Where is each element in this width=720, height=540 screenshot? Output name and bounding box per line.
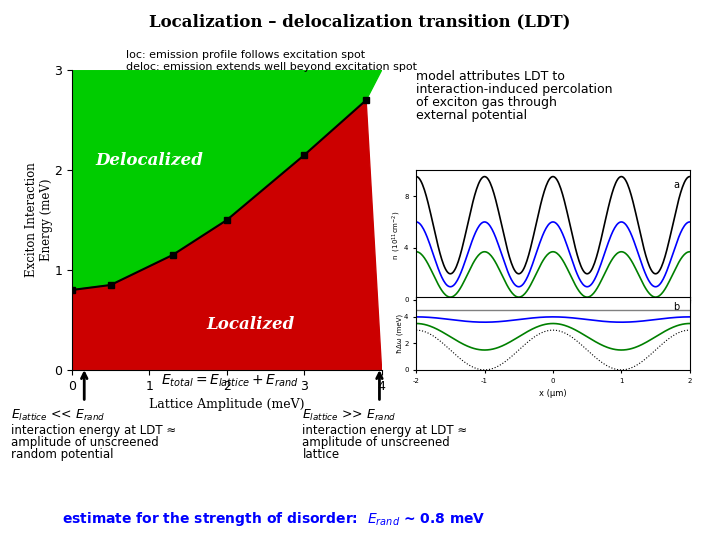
Text: interaction energy at LDT ≈: interaction energy at LDT ≈: [302, 424, 468, 437]
Text: random potential: random potential: [11, 448, 113, 461]
Text: Localization – delocalization transition (LDT): Localization – delocalization transition…: [149, 14, 571, 30]
Text: lattice: lattice: [302, 448, 340, 461]
Text: amplitude of unscreened: amplitude of unscreened: [11, 436, 158, 449]
Text: b: b: [673, 302, 680, 312]
Y-axis label: n  (10$^{11}$cm$^{-2}$): n (10$^{11}$cm$^{-2}$): [390, 210, 402, 260]
Text: deloc: emission extends well beyond excitation spot: deloc: emission extends well beyond exci…: [126, 62, 417, 72]
Text: interaction-induced percolation: interaction-induced percolation: [416, 83, 613, 96]
Text: estimate for the strength of disorder:  $\mathit{E}_{rand}$ ~ 0.8 meV: estimate for the strength of disorder: $…: [62, 510, 485, 528]
Polygon shape: [72, 70, 382, 290]
Polygon shape: [72, 100, 382, 370]
Text: external potential: external potential: [416, 109, 527, 122]
Text: $\mathit{E}_{lattice}$ >> $\mathit{E}_{rand}$: $\mathit{E}_{lattice}$ >> $\mathit{E}_{r…: [302, 408, 397, 423]
X-axis label: Lattice Amplitude (meV): Lattice Amplitude (meV): [149, 398, 305, 411]
Text: amplitude of unscreened: amplitude of unscreened: [302, 436, 450, 449]
Text: Localized: Localized: [206, 316, 294, 333]
Text: interaction energy at LDT ≈: interaction energy at LDT ≈: [11, 424, 176, 437]
Text: of exciton gas through: of exciton gas through: [416, 96, 557, 109]
Text: model attributes LDT to: model attributes LDT to: [416, 70, 565, 83]
Text: a: a: [673, 180, 680, 191]
Text: Delocalized: Delocalized: [96, 152, 203, 168]
X-axis label: x (μm): x (μm): [539, 389, 567, 398]
Text: loc: emission profile follows excitation spot: loc: emission profile follows excitation…: [126, 50, 365, 60]
Text: $\mathit{E}_{lattice}$ << $\mathit{E}_{rand}$: $\mathit{E}_{lattice}$ << $\mathit{E}_{r…: [11, 408, 105, 423]
Y-axis label: ħΔω (meV): ħΔω (meV): [396, 314, 402, 353]
Y-axis label: Exciton Interaction
Energy (meV): Exciton Interaction Energy (meV): [25, 163, 53, 278]
Text: $\mathit{E}_{total} = \mathit{E}_{lattice} + \mathit{E}_{rand}$: $\mathit{E}_{total} = \mathit{E}_{lattic…: [161, 373, 300, 389]
